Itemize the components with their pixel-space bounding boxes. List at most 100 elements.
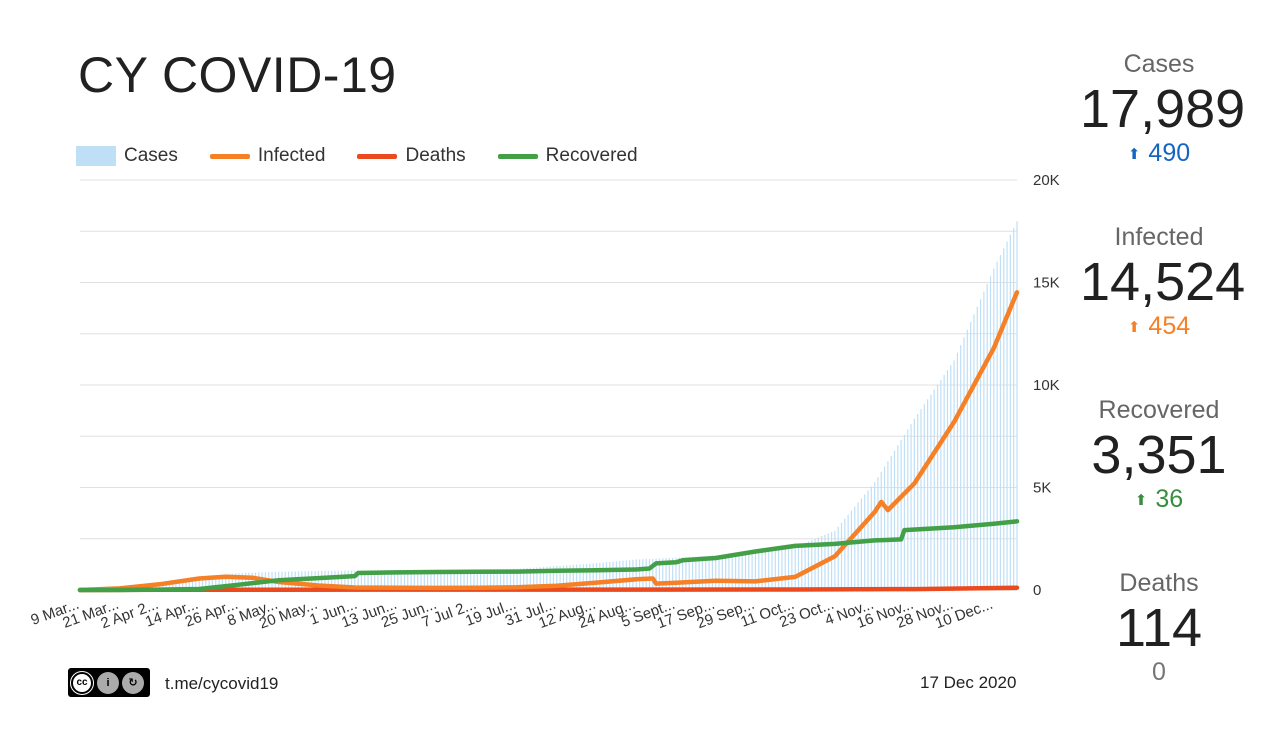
cases-bar <box>390 569 392 590</box>
up-arrow-icon: ⬆ <box>1134 491 1148 509</box>
cases-bar <box>350 570 353 590</box>
cases-bar <box>807 541 810 590</box>
cases-bar <box>936 384 939 590</box>
cases-bar <box>609 561 611 590</box>
cases-bar <box>340 570 343 590</box>
cases-bar <box>205 575 207 590</box>
cases-bar <box>182 579 184 590</box>
sa-icon: ↻ <box>122 671 144 694</box>
cases-bar <box>758 551 760 590</box>
cases-bar <box>688 556 690 590</box>
cases-bar <box>877 477 879 590</box>
cases-bar <box>466 569 468 590</box>
cases-bar <box>460 569 462 590</box>
legend-item-cases[interactable]: Cases <box>76 145 178 167</box>
stat-deaths-delta: 0 <box>1080 658 1238 687</box>
cases-bar <box>979 299 982 590</box>
cases-bar <box>536 567 538 590</box>
cases-bar <box>1003 248 1005 590</box>
cases-bar <box>493 569 495 590</box>
cases-bar <box>384 570 386 590</box>
legend-item-deaths[interactable]: Deaths <box>357 145 466 167</box>
cases-bar <box>903 434 906 590</box>
up-arrow-icon: ⬆ <box>1127 145 1141 163</box>
cases-bar <box>966 329 968 590</box>
cases-bar <box>218 574 220 590</box>
cases-bar <box>731 553 733 590</box>
cases-bar <box>410 569 412 590</box>
cases-bar <box>367 570 369 590</box>
cases-bar <box>910 424 912 590</box>
cases-bar <box>638 559 641 590</box>
cases-bar <box>470 569 472 590</box>
cases-bar <box>890 455 892 590</box>
cases-bar <box>930 394 932 590</box>
cases-bar <box>533 567 535 590</box>
stat-recovered-delta: ⬆ 36 <box>1080 485 1238 514</box>
cases-bar <box>407 569 409 590</box>
cases-bar <box>734 553 737 590</box>
cases-bar <box>347 570 349 590</box>
cases-bar <box>615 561 617 590</box>
cases-bar <box>228 573 230 590</box>
legend-item-infected[interactable]: Infected <box>209 145 325 167</box>
cases-bar <box>344 570 346 590</box>
cases-bar <box>576 564 578 590</box>
stat-infected-delta: ⬆ 454 <box>1080 312 1238 341</box>
cases-bar <box>430 569 432 590</box>
cases-bar <box>900 440 902 590</box>
legend-label-cases: Cases <box>124 145 178 166</box>
stat-cases-label: Cases <box>1123 50 1195 78</box>
cases-bar <box>321 570 323 590</box>
cases-bar <box>771 549 773 590</box>
cases-bar <box>380 570 382 590</box>
cases-bar <box>917 413 919 590</box>
cases-bar <box>506 568 508 590</box>
cases-bar <box>989 276 992 590</box>
cases-bar <box>509 568 512 590</box>
cases-bar <box>559 565 561 590</box>
cases-bar <box>208 575 210 590</box>
cases-bar <box>443 569 445 590</box>
legend-swatch-recovered <box>497 153 538 159</box>
legend-item-recovered[interactable]: Recovered <box>497 145 638 167</box>
cases-bar <box>711 555 713 590</box>
cases-bar <box>874 482 876 590</box>
cases-bar <box>423 569 425 590</box>
stat-cases-value: 17,989 <box>1080 79 1246 139</box>
cc-license-badge[interactable]: cc i ↻ <box>68 668 150 697</box>
cases-bar <box>235 573 237 590</box>
cases-bar <box>155 583 157 590</box>
cases-bar <box>191 577 194 590</box>
cases-bar <box>480 569 482 590</box>
cases-bar <box>516 568 518 590</box>
legend-swatch-cases <box>76 146 116 166</box>
cases-bar <box>648 558 651 590</box>
stat-recovered-label: Recovered <box>1098 396 1220 424</box>
stat-deaths-value: 114 <box>1115 598 1203 658</box>
cases-bar <box>572 564 574 590</box>
cases-bar <box>721 554 723 590</box>
cases-bar <box>476 569 478 590</box>
cases-bar <box>158 583 161 590</box>
cases-bar <box>983 291 985 590</box>
by-icon: i <box>97 671 119 694</box>
cases-bar <box>751 552 753 590</box>
legend-swatch-infected <box>209 153 250 159</box>
cases-bar <box>225 574 227 590</box>
cases-bar <box>370 570 372 590</box>
cases-bar <box>658 558 661 590</box>
cases-bar <box>665 558 667 590</box>
cases-bar <box>592 563 594 590</box>
cases-bar <box>678 557 680 590</box>
stat-recovered: Recovered 3,351 ⬆ 36 <box>1080 396 1238 514</box>
cases-bar <box>582 564 584 590</box>
legend-swatch-deaths <box>357 153 398 159</box>
telegram-link[interactable]: t.me/cycovid19 <box>165 674 279 693</box>
cases-bar <box>456 569 459 590</box>
cases-bar <box>655 558 657 590</box>
stat-deaths-label: Deaths <box>1119 569 1199 597</box>
cases-bar <box>387 569 389 590</box>
cases-bar <box>956 352 959 590</box>
